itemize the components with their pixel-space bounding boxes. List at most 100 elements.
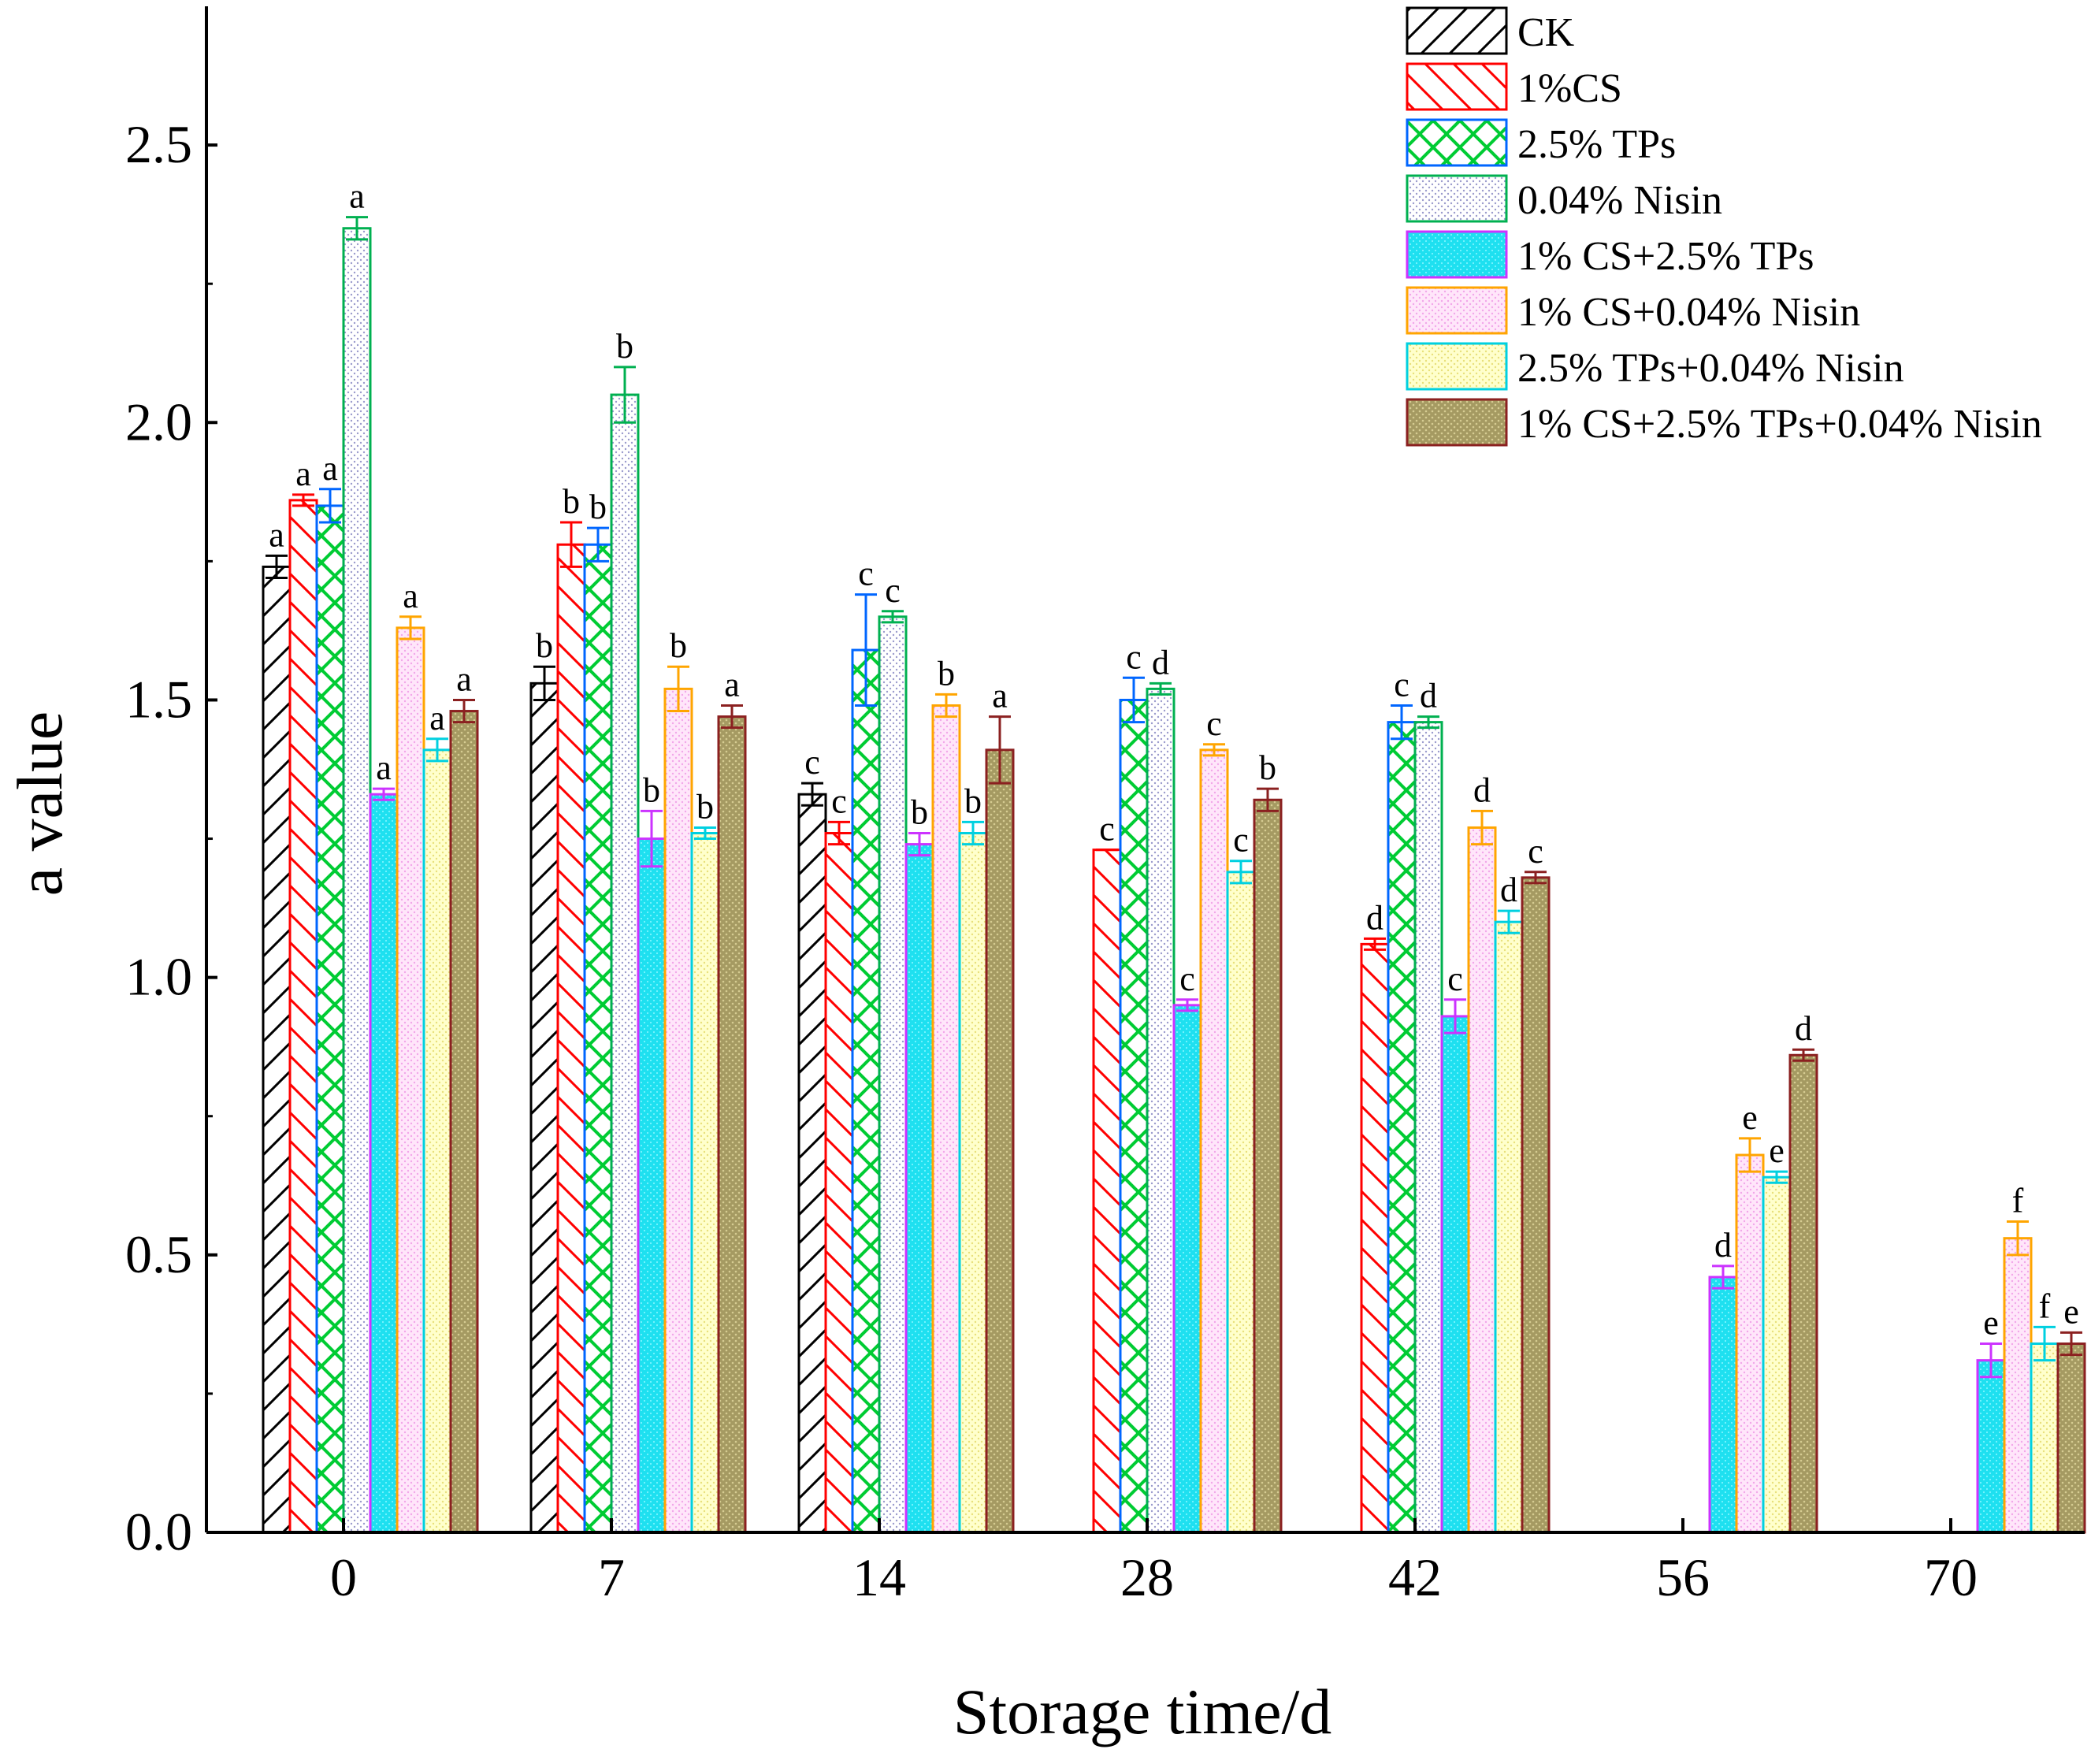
bar-5-2	[931, 704, 961, 1534]
sig-letter-3-3: d	[1152, 643, 1169, 681]
legend: CK 1%CS 2.5% TPs 0.04% Nisin 1% CS+2.5% TPs 1…	[1406, 6, 2042, 447]
sig-letter-4-2: b	[911, 793, 928, 832]
bar-4-5	[1708, 1276, 1738, 1534]
error-bar-6-5	[1766, 1170, 1788, 1184]
error-bar-5-2	[935, 693, 957, 719]
sig-letter-5-3: c	[1206, 704, 1222, 743]
error-bar-7-6	[2060, 1331, 2082, 1357]
bar-4-1	[637, 837, 667, 1534]
legend-label-6: 2.5% TPs+0.04% Nisin	[1517, 346, 1904, 391]
error-bar-6-0	[426, 737, 448, 763]
error-bar-5-1	[667, 665, 689, 713]
bar-2-2	[851, 648, 881, 1534]
error-bar-6-1	[694, 826, 716, 841]
legend-label-1: 1%CS	[1517, 66, 1622, 111]
bar-5-5	[1735, 1153, 1765, 1534]
sig-letter-6-2: b	[964, 782, 982, 820]
error-bar-4-5	[1712, 1265, 1734, 1290]
y-tick-label-3: 1.5	[125, 669, 192, 729]
legend-item-1: 1%CS	[1406, 62, 1622, 111]
error-bar-6-3	[1230, 860, 1252, 885]
error-bar-2-4	[1391, 704, 1413, 741]
bar-6-4	[1494, 920, 1524, 1534]
y-axis-title: a value	[4, 711, 76, 896]
sig-letter-4-4: c	[1447, 960, 1463, 998]
bar-1-3	[1092, 849, 1122, 1534]
bar-1-4	[1360, 942, 1390, 1534]
error-bar-6-2	[962, 820, 984, 846]
error-bar-1-0	[292, 493, 314, 507]
bar-5-4	[1467, 826, 1497, 1534]
sig-letter-6-6: f	[2039, 1287, 2051, 1325]
legend-item-0: CK	[1406, 6, 1575, 55]
sig-letter-4-3: c	[1179, 960, 1195, 998]
sig-letter-6-4: d	[1500, 871, 1517, 909]
error-bar-1-1	[560, 521, 582, 568]
legend-label-0: CK	[1517, 10, 1575, 55]
y-tick-label-4: 2.0	[125, 392, 192, 451]
error-bar-4-4	[1444, 998, 1466, 1034]
error-bar-7-4	[1525, 871, 1547, 885]
sig-letter-1-1: b	[563, 482, 580, 521]
sig-letter-3-2: c	[885, 571, 901, 610]
sig-letter-5-0: a	[403, 577, 418, 615]
error-bars-layer	[266, 216, 2082, 1379]
sig-letter-0-1: b	[536, 626, 553, 665]
bar-4-0	[369, 793, 399, 1534]
legend-label-5: 1% CS+0.04% Nisin	[1517, 290, 1860, 335]
bar-6-0	[422, 748, 452, 1534]
bar-7-2	[985, 748, 1015, 1534]
error-bar-0-1	[533, 665, 555, 701]
error-bar-1-2	[828, 820, 850, 846]
bar-5-0	[396, 626, 425, 1534]
sig-letter-2-3: c	[1126, 637, 1142, 676]
bar-3-4	[1413, 721, 1443, 1534]
error-bar-3-0	[346, 216, 368, 241]
sig-letter-2-4: c	[1394, 665, 1409, 704]
error-bar-3-1	[614, 366, 636, 424]
error-bar-4-6	[1980, 1342, 2002, 1379]
bars-layer	[262, 227, 2086, 1534]
bar-0-2	[797, 793, 827, 1534]
legend-swatch-2	[1406, 118, 1508, 167]
bar-7-1	[717, 715, 747, 1534]
bar-3-3	[1146, 687, 1175, 1534]
y-tick-label-1: 0.5	[125, 1224, 192, 1284]
x-axis-title: Storage time/d	[953, 1676, 1332, 1747]
sig-letter-2-1: b	[589, 488, 607, 526]
bar-2-3	[1119, 698, 1149, 1534]
sig-letter-6-3: c	[1233, 821, 1249, 860]
sig-letter-4-6: e	[1983, 1304, 1999, 1342]
bar-7-4	[1521, 876, 1551, 1534]
legend-swatch-7	[1406, 398, 1508, 447]
error-bar-4-0	[373, 787, 395, 801]
bar-2-4	[1387, 721, 1417, 1534]
error-bar-3-4	[1417, 715, 1439, 730]
bar-3-1	[610, 393, 640, 1534]
sig-letter-5-6: f	[2012, 1182, 2024, 1220]
x-tick-label-5: 56	[1656, 1547, 1710, 1607]
error-bar-1-4	[1364, 937, 1386, 951]
error-bar-4-2	[908, 832, 930, 857]
legend-swatch-6	[1406, 342, 1508, 391]
error-bar-5-5	[1739, 1137, 1761, 1173]
error-bar-5-0	[399, 615, 422, 641]
bar-3-0	[342, 227, 372, 1534]
bar-6-1	[690, 832, 720, 1534]
sig-letter-7-4: c	[1528, 832, 1543, 871]
bar-0-1	[529, 681, 559, 1534]
x-tick-label-1: 7	[598, 1547, 625, 1607]
error-bar-3-3	[1149, 681, 1172, 696]
error-bar-5-6	[2007, 1220, 2029, 1257]
bar-4-2	[904, 843, 934, 1534]
bar-7-3	[1253, 798, 1283, 1534]
bar-2-0	[315, 504, 345, 1534]
legend-swatch-1	[1406, 62, 1508, 111]
sig-letter-5-4: d	[1473, 771, 1491, 809]
bar-3-2	[878, 615, 908, 1534]
x-ticks-layer: 0 7 14 28 42 56 70	[330, 1518, 1978, 1607]
sig-letter-4-5: d	[1714, 1226, 1732, 1265]
error-bar-2-0	[319, 488, 341, 524]
bar-7-5	[1788, 1053, 1818, 1534]
